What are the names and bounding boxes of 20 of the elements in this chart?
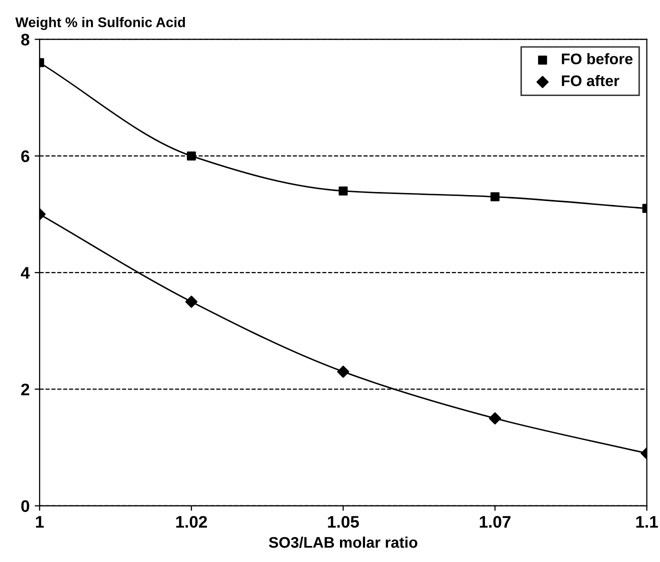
y-axis-title: Weight % in Sulfonic Acid [15,17,185,30]
y-tick-label: 6 [21,150,30,162]
x-tick-label: 1 [36,516,44,528]
point [490,192,500,202]
point [337,366,350,378]
x-tick-label: 1.05 [328,516,359,528]
point [488,412,502,424]
point [338,186,348,196]
x-tick-label: 1.07 [480,516,510,528]
point [186,151,196,160]
x-tick-label: 1.1 [636,516,658,528]
y-tick-label: 0 [21,500,30,512]
x-tick-label: 1.02 [176,516,207,528]
legend-label: FO after [562,74,620,86]
point [185,296,198,308]
y-tick-label: 4 [20,267,30,279]
legend-label: FO before [562,53,633,64]
y-tick-label: 2 [21,384,30,396]
y-tick-label: 8 [21,34,30,46]
x-axis-title: SO3/LAB molar ratio [268,536,418,548]
